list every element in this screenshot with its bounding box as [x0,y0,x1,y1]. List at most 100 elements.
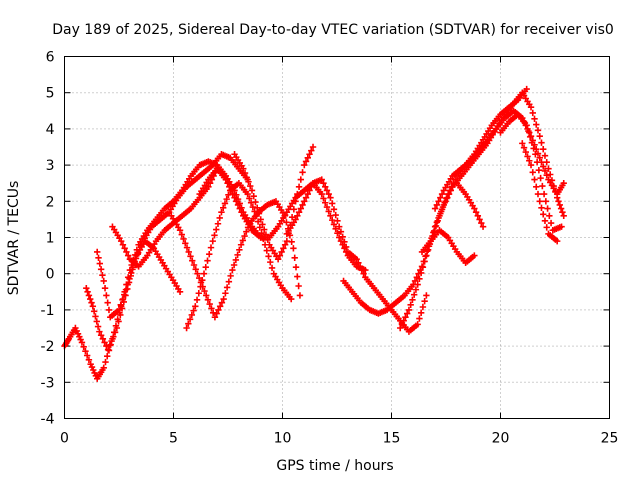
data-point [553,237,561,245]
data-point [360,270,367,277]
data-point [527,161,535,169]
data-point [297,205,305,212]
data-point [83,352,91,359]
data-point [227,187,235,194]
data-point [220,295,227,303]
data-point [522,148,529,156]
data-point [421,258,428,265]
data-point [262,231,270,238]
data-point [440,201,448,209]
data-point [96,260,104,267]
data-point [295,183,303,191]
data-point [309,143,317,151]
data-point [226,183,233,191]
data-point [117,301,124,309]
data-point [100,364,107,372]
data-point [283,237,291,245]
data-point [334,217,341,225]
data-point [237,241,245,248]
data-point [183,324,190,332]
data-point [409,296,416,303]
data-point [355,259,362,267]
data-point [104,346,112,353]
data-point [320,180,327,187]
data-point [412,286,420,293]
data-point [416,275,423,282]
data-point [189,257,196,264]
data-point [268,264,276,272]
data-point [356,263,364,270]
data-point [207,244,215,251]
y-tick-label: 5 [46,86,55,102]
data-point [205,183,212,191]
data-point [435,198,442,205]
data-point [223,195,230,203]
data-point [478,219,485,227]
data-point [251,208,258,215]
data-point [111,329,119,336]
x-tick-label: 0 [60,431,69,447]
data-point [294,212,301,219]
data-point [224,180,231,187]
data-point [523,122,530,129]
data-point [544,205,551,212]
data-point [117,237,125,245]
data-point [187,253,194,260]
data-point [100,277,107,285]
data-point [297,176,305,183]
data-point [292,198,299,205]
data-point [176,288,184,295]
data-point [264,236,271,243]
data-point [208,305,215,312]
data-point [99,271,106,279]
x-tick-label: 10 [274,431,292,447]
data-point [529,109,536,117]
data-point [94,248,101,256]
data-point [280,245,287,252]
data-point [288,295,295,303]
data-point [124,252,132,259]
data-point [325,190,332,198]
data-point [531,115,538,122]
data-point [236,205,243,212]
data-point [318,176,325,183]
data-point [218,299,226,306]
data-point [110,333,117,340]
data-point [545,165,552,172]
data-point [192,303,199,310]
data-point [227,272,234,280]
data-point [240,165,247,172]
data-point [222,176,230,183]
data-point [405,306,413,314]
data-point [225,278,233,285]
series-track-o [497,111,565,234]
data-point [423,252,430,259]
data-point [99,335,107,343]
data-point [186,316,194,323]
data-point [542,198,550,205]
y-axis-label: SDTVAR / TECUs [6,181,22,296]
data-point [190,261,198,269]
data-point [308,183,315,191]
data-point [537,174,544,182]
data-point [230,261,238,269]
data-point [556,201,563,209]
data-point [250,193,257,200]
data-point [103,292,110,299]
data-point [206,250,213,258]
data-point [245,178,252,185]
series-track-n [453,180,487,230]
data-point [414,281,421,288]
data-point [523,85,530,93]
data-point [532,151,539,158]
data-point [530,145,537,152]
y-tick-label: -1 [41,303,55,319]
data-point [543,224,550,231]
x-tick-label: 5 [169,431,178,447]
data-point [123,248,130,256]
data-point [318,190,325,198]
data-point [236,246,243,254]
data-point [95,254,102,261]
